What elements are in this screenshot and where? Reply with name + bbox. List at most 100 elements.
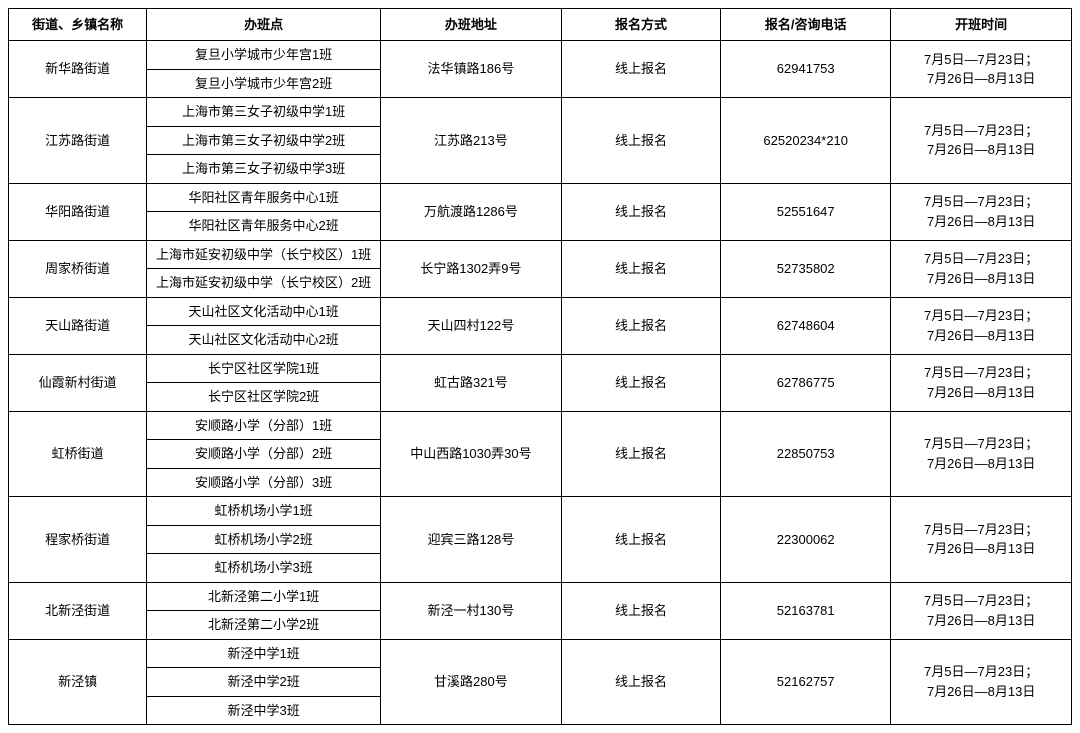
schedule-line-2: 7月26日—8月13日 bbox=[927, 613, 1035, 628]
cell-class: 华阳社区青年服务中心1班 bbox=[147, 183, 381, 212]
cell-class: 上海市第三女子初级中学2班 bbox=[147, 126, 381, 155]
cell-address: 迎宾三路128号 bbox=[381, 497, 562, 583]
cell-class: 新泾中学3班 bbox=[147, 696, 381, 725]
cell-phone: 62941753 bbox=[721, 41, 891, 98]
schedule-line-2: 7月26日—8月13日 bbox=[927, 271, 1035, 286]
cell-street: 仙霞新村街道 bbox=[9, 354, 147, 411]
table-row: 天山路街道天山社区文化活动中心1班天山四村122号线上报名627486047月5… bbox=[9, 297, 1072, 326]
schedule-line-1: 7月5日—7月23日； bbox=[924, 194, 1038, 209]
cell-time: 7月5日—7月23日； 7月26日—8月13日 bbox=[891, 582, 1072, 639]
cell-class: 天山社区文化活动中心2班 bbox=[147, 326, 381, 355]
cell-street: 北新泾街道 bbox=[9, 582, 147, 639]
cell-time: 7月5日—7月23日；7月26日—8月13日 bbox=[891, 497, 1072, 583]
cell-street: 天山路街道 bbox=[9, 297, 147, 354]
cell-method: 线上报名 bbox=[561, 639, 720, 725]
cell-method: 线上报名 bbox=[561, 497, 720, 583]
cell-time: 7月5日—7月23日； 7月26日—8月13日 bbox=[891, 297, 1072, 354]
header-time: 开班时间 bbox=[891, 9, 1072, 41]
cell-phone: 52735802 bbox=[721, 240, 891, 297]
cell-class: 上海市第三女子初级中学3班 bbox=[147, 155, 381, 184]
schedule-line-2: 7月26日—8月13日 bbox=[927, 456, 1035, 471]
cell-class: 上海市第三女子初级中学1班 bbox=[147, 98, 381, 127]
table-row: 周家桥街道上海市延安初级中学（长宁校区）1班长宁路1302弄9号线上报名5273… bbox=[9, 240, 1072, 269]
cell-address: 万航渡路1286号 bbox=[381, 183, 562, 240]
cell-class: 复旦小学城市少年宫1班 bbox=[147, 41, 381, 70]
schedule-line-1: 7月5日—7月23日； bbox=[924, 436, 1038, 451]
schedule-line-2: 7月26日—8月13日 bbox=[927, 214, 1035, 229]
schedule-line-2: 7月26日—8月13日 bbox=[927, 385, 1035, 400]
cell-time: 7月5日—7月23日； 7月26日—8月13日 bbox=[891, 41, 1072, 98]
cell-class: 长宁区社区学院2班 bbox=[147, 383, 381, 412]
cell-class: 上海市延安初级中学（长宁校区）2班 bbox=[147, 269, 381, 298]
schedule-line-2: 7月26日—8月13日 bbox=[927, 328, 1035, 343]
table-row: 新泾镇新泾中学1班甘溪路280号线上报名521627577月5日—7月23日；7… bbox=[9, 639, 1072, 668]
cell-address: 法华镇路186号 bbox=[381, 41, 562, 98]
schedule-line-1: 7月5日—7月23日； bbox=[924, 664, 1038, 679]
cell-method: 线上报名 bbox=[561, 297, 720, 354]
cell-address: 新泾一村130号 bbox=[381, 582, 562, 639]
cell-phone: 62748604 bbox=[721, 297, 891, 354]
cell-address: 虹古路321号 bbox=[381, 354, 562, 411]
cell-phone: 22300062 bbox=[721, 497, 891, 583]
cell-phone: 62786775 bbox=[721, 354, 891, 411]
cell-time: 7月5日—7月23日； 7月26日—8月13日 bbox=[891, 98, 1072, 184]
cell-class: 上海市延安初级中学（长宁校区）1班 bbox=[147, 240, 381, 269]
cell-street: 江苏路街道 bbox=[9, 98, 147, 184]
header-address: 办班地址 bbox=[381, 9, 562, 41]
table-header: 街道、乡镇名称 办班点 办班地址 报名方式 报名/咨询电话 开班时间 bbox=[9, 9, 1072, 41]
table-row: 华阳路街道华阳社区青年服务中心1班万航渡路1286号线上报名525516477月… bbox=[9, 183, 1072, 212]
cell-class: 新泾中学1班 bbox=[147, 639, 381, 668]
cell-method: 线上报名 bbox=[561, 411, 720, 497]
header-method: 报名方式 bbox=[561, 9, 720, 41]
schedule-line-2: 7月26日—8月13日 bbox=[927, 71, 1035, 86]
cell-method: 线上报名 bbox=[561, 582, 720, 639]
cell-time: 7月5日—7月23日； 7月26日—8月13日 bbox=[891, 411, 1072, 497]
cell-class: 长宁区社区学院1班 bbox=[147, 354, 381, 383]
cell-class: 北新泾第二小学2班 bbox=[147, 611, 381, 640]
schedule-line-1: 7月5日—7月23日； bbox=[924, 123, 1038, 138]
cell-address: 中山西路1030弄30号 bbox=[381, 411, 562, 497]
cell-street: 程家桥街道 bbox=[9, 497, 147, 583]
table-body: 新华路街道复旦小学城市少年宫1班法华镇路186号线上报名629417537月5日… bbox=[9, 41, 1072, 725]
cell-street: 新泾镇 bbox=[9, 639, 147, 725]
cell-method: 线上报名 bbox=[561, 41, 720, 98]
table-row: 虹桥街道安顺路小学（分部）1班中山西路1030弄30号线上报名228507537… bbox=[9, 411, 1072, 440]
header-phone: 报名/咨询电话 bbox=[721, 9, 891, 41]
cell-class: 华阳社区青年服务中心2班 bbox=[147, 212, 381, 241]
schedule-line-1: 7月5日—7月23日； bbox=[924, 52, 1038, 67]
cell-time: 7月5日—7月23日； 7月26日—8月13日 bbox=[891, 240, 1072, 297]
table-row: 仙霞新村街道长宁区社区学院1班虹古路321号线上报名627867757月5日—7… bbox=[9, 354, 1072, 383]
schedule-line-2: 7月26日—8月13日 bbox=[927, 684, 1035, 699]
header-class: 办班点 bbox=[147, 9, 381, 41]
cell-street: 华阳路街道 bbox=[9, 183, 147, 240]
cell-class: 安顺路小学（分部）3班 bbox=[147, 468, 381, 497]
cell-street: 新华路街道 bbox=[9, 41, 147, 98]
cell-street: 周家桥街道 bbox=[9, 240, 147, 297]
cell-class: 虹桥机场小学3班 bbox=[147, 554, 381, 583]
cell-class: 北新泾第二小学1班 bbox=[147, 582, 381, 611]
cell-phone: 52163781 bbox=[721, 582, 891, 639]
table-row: 程家桥街道虹桥机场小学1班迎宾三路128号线上报名223000627月5日—7月… bbox=[9, 497, 1072, 526]
schedule-line-2: 7月26日—8月13日 bbox=[927, 142, 1035, 157]
table-row: 北新泾街道北新泾第二小学1班新泾一村130号线上报名521637817月5日—7… bbox=[9, 582, 1072, 611]
table-row: 新华路街道复旦小学城市少年宫1班法华镇路186号线上报名629417537月5日… bbox=[9, 41, 1072, 70]
cell-method: 线上报名 bbox=[561, 354, 720, 411]
cell-class: 复旦小学城市少年宫2班 bbox=[147, 69, 381, 98]
cell-class: 安顺路小学（分部）2班 bbox=[147, 440, 381, 469]
table-row: 江苏路街道上海市第三女子初级中学1班江苏路213号线上报名62520234*21… bbox=[9, 98, 1072, 127]
schedule-table: 街道、乡镇名称 办班点 办班地址 报名方式 报名/咨询电话 开班时间 新华路街道… bbox=[8, 8, 1072, 725]
schedule-line-1: 7月5日—7月23日； bbox=[924, 251, 1038, 266]
cell-phone: 52162757 bbox=[721, 639, 891, 725]
cell-address: 江苏路213号 bbox=[381, 98, 562, 184]
cell-phone: 52551647 bbox=[721, 183, 891, 240]
schedule-line-2: 7月26日—8月13日 bbox=[927, 541, 1035, 556]
cell-time: 7月5日—7月23日； 7月26日—8月13日 bbox=[891, 639, 1072, 725]
schedule-line-1: 7月5日—7月23日； bbox=[924, 308, 1038, 323]
schedule-line-1: 7月5日—7月23日； bbox=[924, 593, 1038, 608]
cell-phone: 62520234*210 bbox=[721, 98, 891, 184]
cell-phone: 22850753 bbox=[721, 411, 891, 497]
cell-method: 线上报名 bbox=[561, 183, 720, 240]
cell-class: 虹桥机场小学1班 bbox=[147, 497, 381, 526]
cell-class: 新泾中学2班 bbox=[147, 668, 381, 697]
cell-method: 线上报名 bbox=[561, 240, 720, 297]
